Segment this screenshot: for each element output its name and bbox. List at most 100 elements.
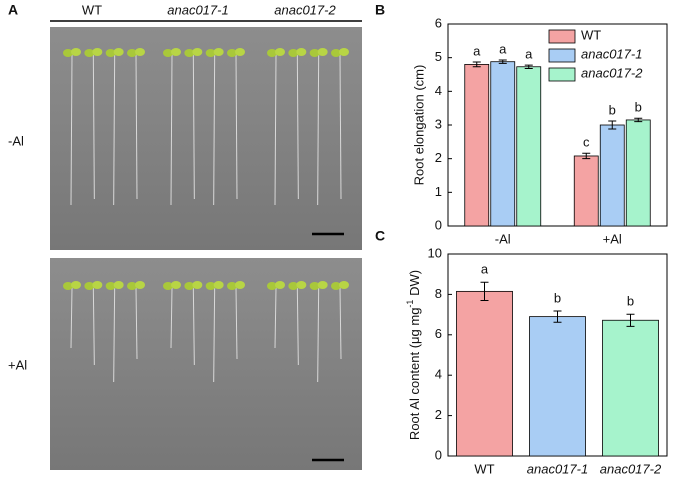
cotyledon — [84, 282, 95, 290]
root — [70, 54, 73, 206]
cotyledon — [331, 49, 341, 57]
cotyledon — [275, 48, 285, 56]
bar — [490, 61, 516, 227]
significance-letter: a — [525, 47, 533, 62]
significance-letter: b — [554, 290, 561, 305]
x-tick-label: +Al — [603, 231, 622, 246]
panel-label: A — [8, 2, 18, 18]
cotyledon — [317, 281, 328, 289]
cotyledon — [235, 48, 245, 56]
x-tick-label: WT — [474, 461, 494, 476]
y-tick-label: 2 — [435, 407, 442, 422]
y-tick-label: 4 — [435, 83, 442, 98]
cotyledon — [205, 49, 216, 57]
cotyledon — [227, 282, 237, 290]
root — [170, 287, 173, 349]
cotyledon — [135, 48, 145, 56]
cotyledon — [135, 281, 145, 289]
cotyledon — [339, 48, 349, 56]
legend-label: anac017-1 — [581, 46, 642, 61]
cotyledon — [213, 281, 224, 289]
cotyledon — [163, 49, 173, 57]
cotyledon — [113, 281, 124, 289]
cotyledon — [309, 282, 320, 290]
seedlings — [63, 48, 349, 383]
cotyledon — [63, 282, 73, 290]
cotyledon — [309, 49, 320, 57]
bar — [464, 64, 490, 227]
cotyledon — [288, 49, 299, 57]
cotyledon — [339, 281, 349, 289]
root — [192, 54, 195, 200]
root — [113, 287, 116, 383]
cotyledon — [184, 282, 195, 290]
cotyledon — [171, 48, 181, 56]
x-tick-label: -Al — [495, 231, 511, 246]
error-bar — [498, 59, 507, 64]
root — [92, 287, 95, 366]
cotyledon — [71, 281, 81, 289]
significance-letter: b — [609, 102, 616, 117]
root — [235, 54, 238, 200]
panel-label: B — [375, 2, 385, 18]
bar — [602, 319, 659, 457]
root — [339, 287, 342, 360]
y-tick-label: 6 — [435, 326, 442, 341]
error-bar — [626, 313, 635, 327]
root — [113, 54, 116, 206]
photo — [50, 27, 362, 250]
legend-label: WT — [581, 27, 601, 42]
cotyledon — [92, 281, 103, 289]
y-tick-label: 1 — [435, 184, 442, 199]
root — [135, 287, 138, 360]
root — [213, 54, 216, 206]
y-axis-label: Root elongation (cm) — [411, 65, 426, 186]
cotyledon — [288, 282, 299, 290]
error-bar — [553, 310, 562, 323]
cotyledon — [92, 48, 103, 56]
root — [296, 287, 299, 366]
cotyledon — [192, 48, 203, 56]
cotyledon — [71, 48, 81, 56]
root — [92, 54, 95, 200]
y-axis-label-part: DW) — [407, 270, 422, 300]
root — [135, 54, 138, 200]
y-axis-label-part: -1 — [405, 300, 415, 308]
cotyledon — [331, 282, 341, 290]
cotyledon — [296, 48, 307, 56]
significance-letter: a — [473, 43, 481, 58]
y-axis-label-part: Root Al content (μg mg — [407, 308, 422, 441]
root — [317, 287, 320, 383]
y-tick-label: 10 — [428, 245, 442, 260]
y-tick-label: 4 — [435, 367, 442, 382]
cotyledon — [127, 49, 137, 57]
y-tick-label: 0 — [435, 447, 442, 462]
cotyledon — [113, 48, 124, 56]
y-axis-label: Root Al content (μg mg-1 DW) — [405, 270, 422, 440]
cotyledon — [192, 281, 203, 289]
bar — [625, 119, 651, 227]
x-tick-label: anac017-2 — [600, 461, 662, 476]
cotyledon — [105, 282, 116, 290]
significance-letter: b — [635, 100, 642, 115]
error-bar — [634, 117, 643, 123]
error-bar — [608, 120, 617, 130]
significance-letter: c — [583, 135, 590, 150]
root — [213, 287, 216, 383]
error-bar — [524, 64, 533, 69]
legend-swatch — [548, 48, 576, 63]
root — [339, 54, 342, 200]
root — [170, 54, 173, 206]
condition-label: -Al — [8, 133, 24, 148]
photo — [50, 258, 362, 470]
cotyledon — [205, 282, 216, 290]
y-tick-label: 2 — [435, 150, 442, 165]
cotyledon — [317, 48, 328, 56]
cotyledon — [63, 49, 73, 57]
cotyledon — [235, 281, 245, 289]
genotype-label: anac017-1 — [167, 2, 228, 17]
cotyledon — [213, 48, 224, 56]
bar — [573, 155, 599, 227]
y-tick-label: 8 — [435, 286, 442, 301]
significance-letter: b — [627, 294, 634, 309]
